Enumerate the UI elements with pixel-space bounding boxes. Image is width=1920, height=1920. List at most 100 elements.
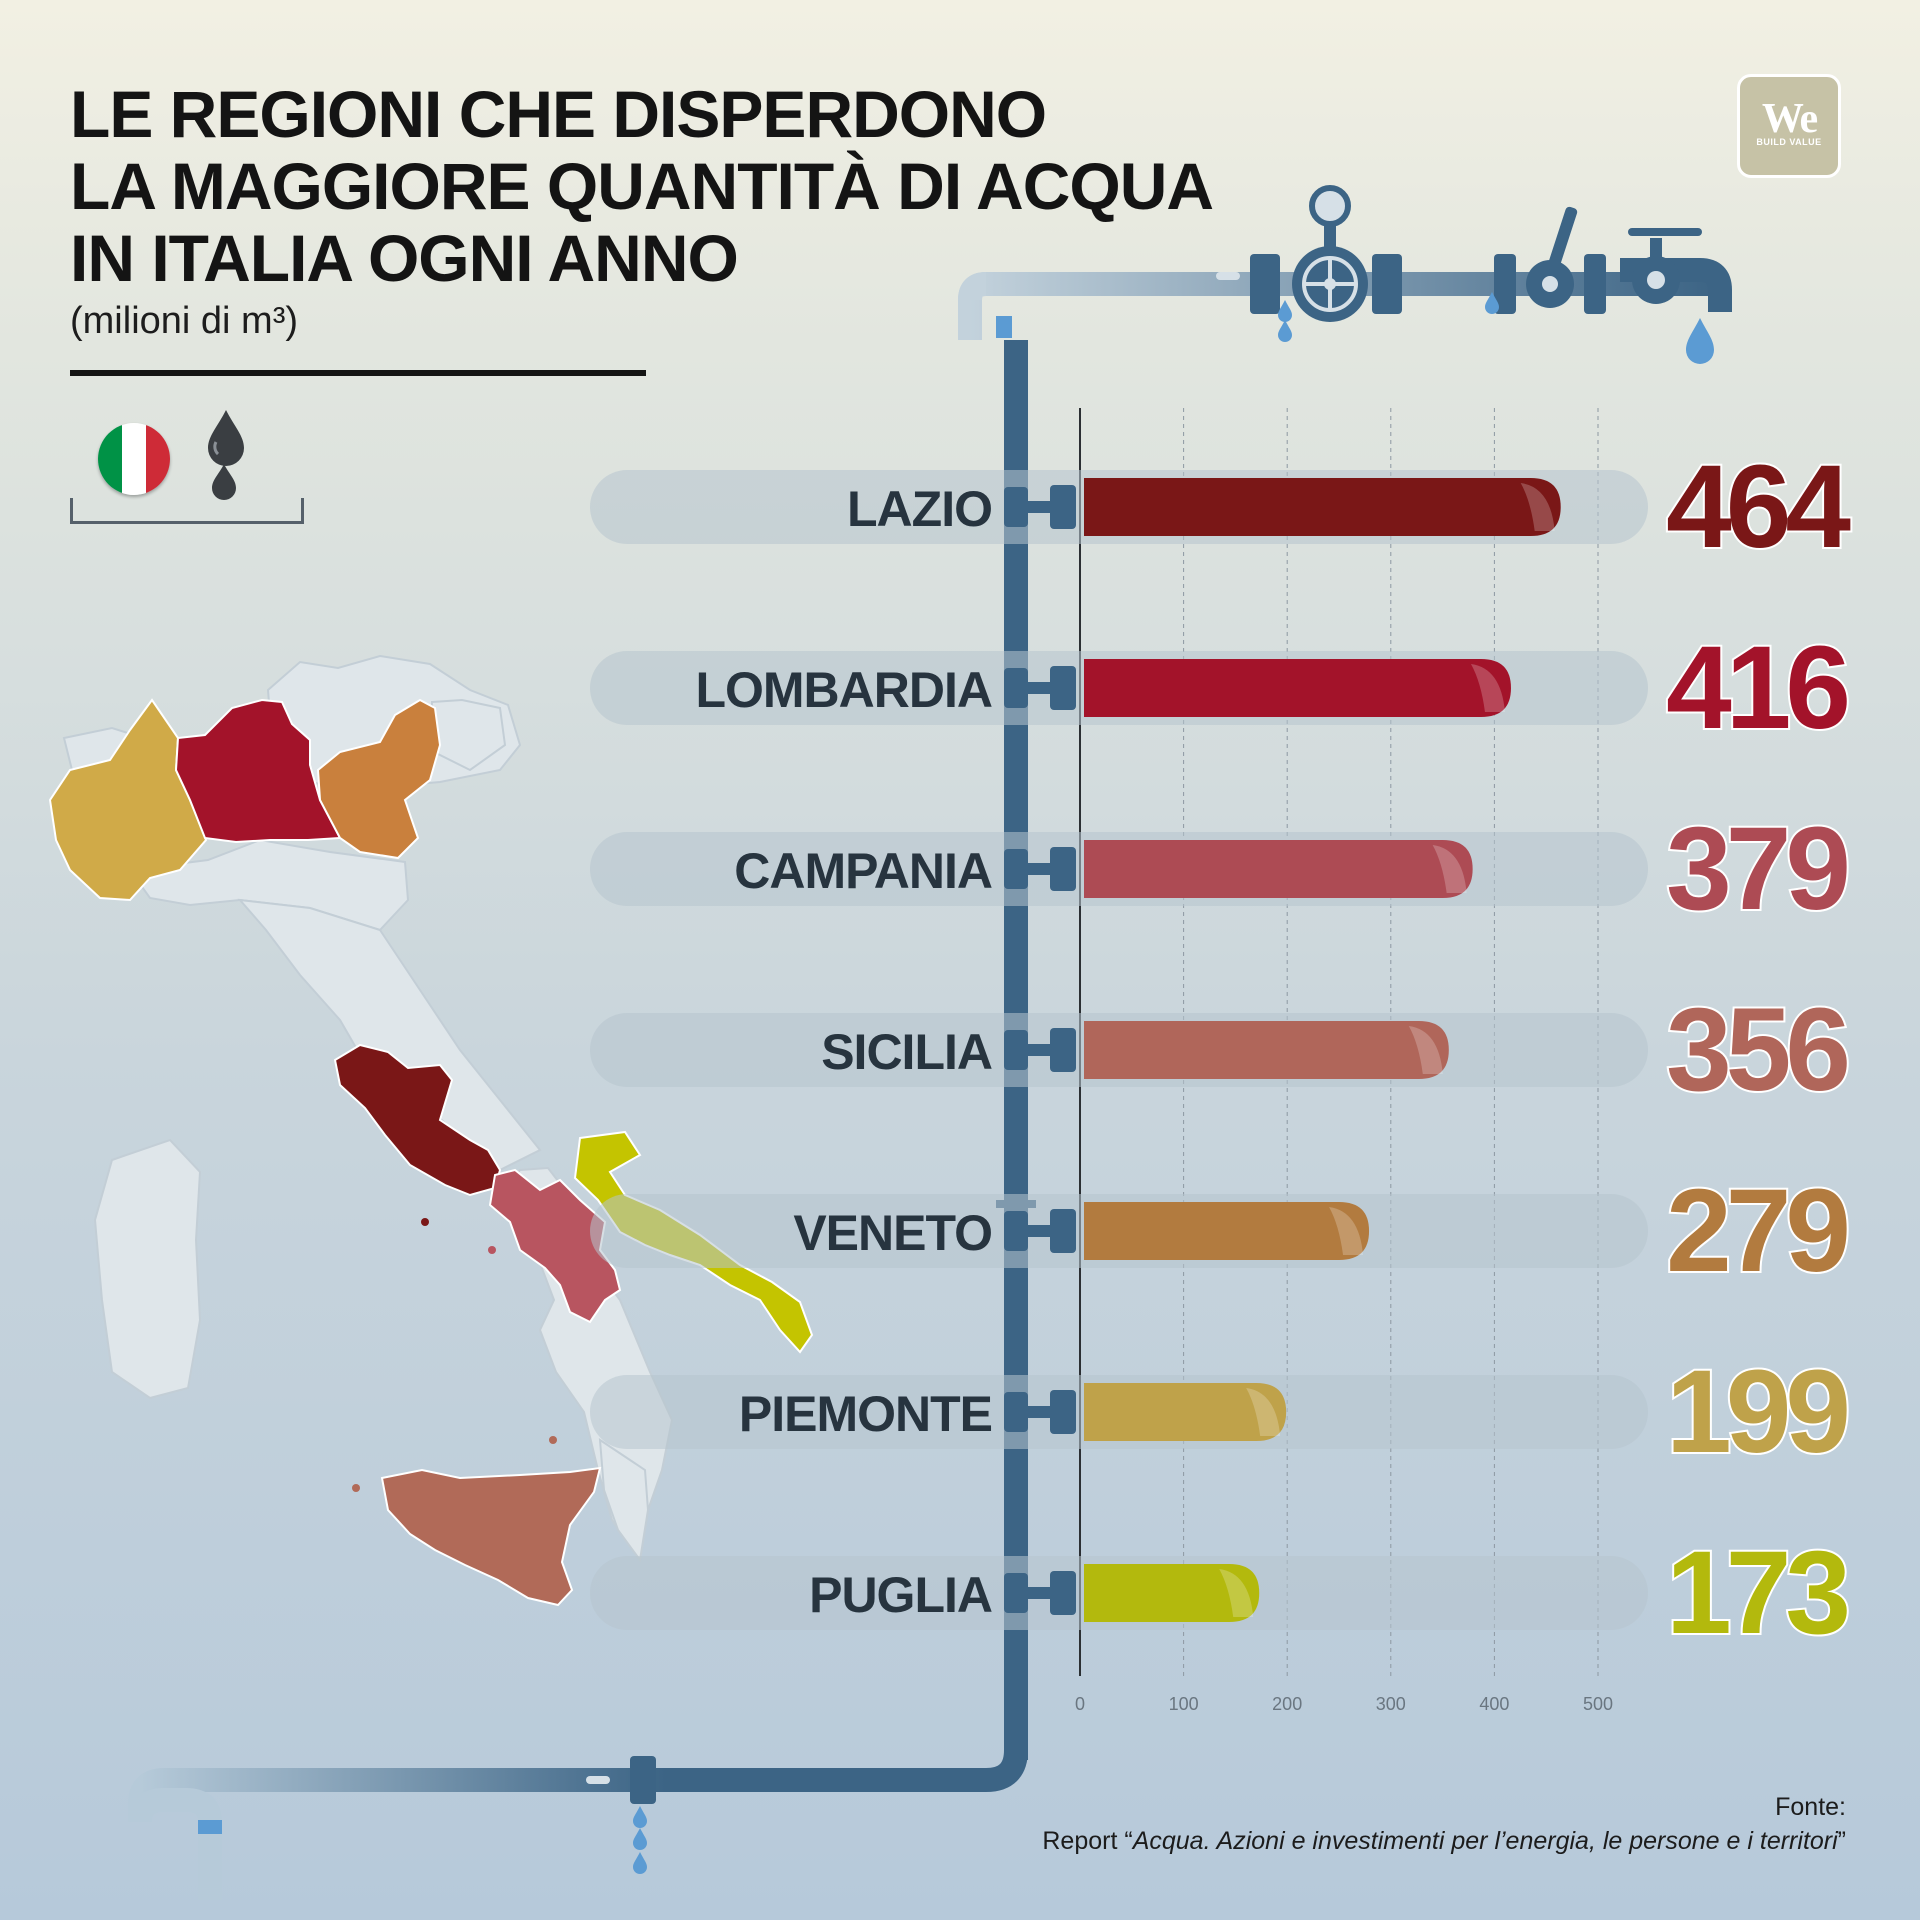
- fitting-3: [1494, 254, 1516, 314]
- map-island-4: [352, 1484, 360, 1492]
- category-label-puglia: PUGLIA: [809, 1567, 992, 1623]
- pipe-ring-2: [198, 1820, 222, 1834]
- bar-highlight-sicilia: [1408, 1026, 1443, 1074]
- source-label: Fonte:: [1775, 1793, 1846, 1821]
- pipe-joint-veneto: [1004, 1211, 1028, 1251]
- map-region-sicilia: [380, 1466, 602, 1607]
- bottom-bend: [128, 1788, 222, 1823]
- legend-bracket: [70, 498, 304, 524]
- x-tick-label-200: 200: [1272, 1694, 1302, 1714]
- x-tick-label-300: 300: [1376, 1694, 1406, 1714]
- valve-wheel: [1292, 185, 1368, 322]
- top-bend: [958, 272, 987, 301]
- source-note: Fonte: Report “Acqua. Azioni e investime…: [1042, 1790, 1846, 1858]
- map-region-veneto: [316, 698, 442, 860]
- value-label-veneto: 279: [1666, 1165, 1847, 1297]
- category-label-lazio: LAZIO: [847, 481, 992, 537]
- logo-mark: We: [1761, 96, 1818, 142]
- logo-tagline: BUILD VALUE: [1756, 137, 1822, 147]
- gauge-stem: [1324, 226, 1336, 248]
- drop-icon-1: [1278, 300, 1292, 322]
- bar-puglia: [1084, 1564, 1260, 1622]
- bar-highlight-lombardia: [1470, 664, 1505, 712]
- bar-flange-veneto: [1050, 1209, 1076, 1253]
- drop-icon-5: [633, 1828, 647, 1850]
- map-region-campania: [488, 1168, 622, 1324]
- source-suffix: ”: [1837, 1827, 1846, 1855]
- flag-white-stripe: [122, 423, 146, 495]
- title-line-1: LE REGIONI CHE DISPERDONO: [70, 77, 1047, 151]
- faucet-stem: [1650, 238, 1662, 262]
- faucet-drop-icon: [1686, 318, 1714, 364]
- drop-icon-6: [633, 1852, 647, 1874]
- bar-flange-lazio: [1050, 485, 1076, 529]
- bar-lombardia: [1084, 659, 1511, 717]
- map-sardinia: [93, 1138, 202, 1400]
- source-citation: Report “Acqua. Azioni e investimenti per…: [1042, 1824, 1846, 1858]
- bar-lazio: [1084, 478, 1561, 536]
- bar-connector-lazio: [1024, 501, 1058, 513]
- drop-icon-4: [633, 1806, 647, 1828]
- value-label-puglia: 173: [1666, 1527, 1847, 1659]
- bar-campania: [1084, 840, 1473, 898]
- value-label-sicilia: 356: [1666, 984, 1847, 1116]
- ball-valve-handle: [1547, 206, 1578, 272]
- pipe-joint-piemonte: [1004, 1392, 1028, 1432]
- title-line-3: IN ITALIA OGNI ANNO: [70, 221, 739, 295]
- category-label-sicilia: SICILIA: [821, 1024, 992, 1080]
- title-line-2: LA MAGGIORE QUANTITÀ DI ACQUA: [70, 149, 1214, 223]
- pipe-joint-lazio: [1004, 487, 1028, 527]
- bar-connector-puglia: [1024, 1587, 1058, 1599]
- x-tick-label-0: 0: [1075, 1694, 1085, 1714]
- fitting-8: [586, 1776, 610, 1784]
- bar-highlight-lazio: [1520, 483, 1555, 531]
- value-label-lombardia: 416: [1666, 622, 1847, 754]
- map-island-2: [488, 1246, 496, 1254]
- bar-piemonte: [1084, 1383, 1287, 1441]
- bar-veneto: [1084, 1202, 1370, 1260]
- fitting-7: [1216, 272, 1240, 280]
- ball-valve: [1526, 206, 1578, 308]
- bar-connector-sicilia: [1024, 1044, 1058, 1056]
- pipe-joint-sicilia: [1004, 1030, 1028, 1070]
- water-drops-icon: [208, 410, 244, 500]
- bar-flange-lombardia: [1050, 666, 1076, 710]
- pipe-ring: [996, 316, 1012, 338]
- bar-connector-lombardia: [1024, 682, 1058, 694]
- fitting-2: [1372, 254, 1402, 314]
- drop-icon-2: [1278, 320, 1292, 342]
- bar-flange-sicilia: [1050, 1028, 1076, 1072]
- fitting-6: [630, 1756, 656, 1804]
- x-tick-label-100: 100: [1169, 1694, 1199, 1714]
- bar-connector-piemonte: [1024, 1406, 1058, 1418]
- value-label-piemonte: 199: [1666, 1346, 1847, 1478]
- drop-icon-3: [1485, 292, 1499, 314]
- ball-valve-center: [1542, 276, 1558, 292]
- bar-highlight-puglia: [1219, 1569, 1254, 1617]
- gauge-icon: [1309, 185, 1351, 227]
- unit-subtitle: (milioni di m³): [70, 300, 298, 342]
- bar-flange-piemonte: [1050, 1390, 1076, 1434]
- category-label-campania: CAMPANIA: [734, 843, 992, 899]
- map-island-1: [421, 1218, 429, 1226]
- leak-drops: [633, 292, 1714, 1874]
- x-tick-label-400: 400: [1479, 1694, 1509, 1714]
- bar-flange-campania: [1050, 847, 1076, 891]
- value-label-campania: 379: [1666, 803, 1847, 935]
- map-island-3: [549, 1436, 557, 1444]
- value-label-lazio: 464: [1666, 441, 1850, 573]
- source-report-title: Acqua. Azioni e investimenti per l’energ…: [1132, 1827, 1838, 1855]
- chart-title: LE REGIONI CHE DISPERDONO LA MAGGIORE QU…: [70, 78, 1270, 294]
- fitting-4: [1584, 254, 1606, 314]
- x-tick-label-500: 500: [1583, 1694, 1613, 1714]
- pipe-joint-campania: [1004, 849, 1028, 889]
- fitting-1: [1250, 254, 1280, 314]
- bar-connector-veneto: [1024, 1225, 1058, 1237]
- bar-highlight-campania: [1432, 845, 1467, 893]
- source-prefix: Report “: [1042, 1827, 1133, 1855]
- we-build-logo: We BUILD VALUE: [1737, 74, 1841, 178]
- faucet-handle: [1628, 228, 1702, 236]
- faucet-icon: [1628, 228, 1702, 304]
